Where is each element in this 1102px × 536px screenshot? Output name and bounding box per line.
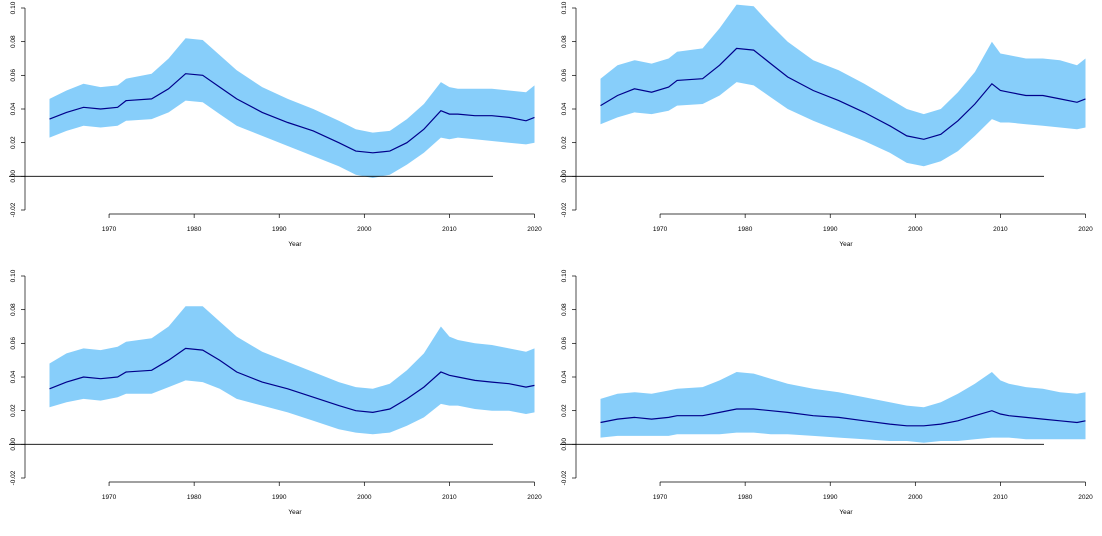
x-tick-label-2-3: 2000 — [908, 226, 923, 233]
chart-panel-4: -0.02 0.00 0.02 0.04 0.06 0.08 0.10 1970 1980 199… — [551, 268, 1102, 536]
x-tick-label-2-2: 1990 — [823, 226, 838, 233]
x-tick-label-1-4: 2010 — [442, 226, 457, 233]
y-tick-label-1-5: 0.08 — [10, 35, 17, 48]
x-axis-title-3: Year — [288, 509, 302, 516]
x-axis-title-2: Year — [839, 241, 853, 248]
y-tick-label-3-2: 0.02 — [10, 404, 17, 417]
x-tick-label-4-0: 1970 — [653, 494, 668, 501]
y-tick-label-4-6: 0.10 — [561, 269, 568, 282]
y-tick-label-1-3: 0.04 — [10, 102, 17, 115]
chart-panel-3: -0.02 0.00 0.02 0.04 0.06 0.08 0.10 1970 1980 199… — [0, 268, 551, 536]
x-axis-title-4: Year — [839, 509, 853, 516]
y-tick-label-1-4: 0.06 — [10, 69, 17, 82]
y-tick-label-2-2: 0.02 — [561, 136, 568, 149]
x-tick-label-4-5: 2020 — [1078, 494, 1093, 501]
x-tick-label-3-2: 1990 — [272, 494, 287, 501]
y-tick-label-4-1: 0.00 — [561, 438, 568, 451]
x-tick-label-3-0: 1970 — [102, 494, 117, 501]
x-tick-label-2-0: 1970 — [653, 226, 668, 233]
y-tick-label-2-6: 0.10 — [561, 1, 568, 14]
confidence-band-4 — [600, 372, 1086, 443]
y-tick-label-3-0: -0.02 — [10, 470, 17, 485]
estimate-line-2 — [600, 47, 1086, 140]
x-tick-label-1-3: 2000 — [357, 226, 372, 233]
y-tick-label-2-5: 0.08 — [561, 35, 568, 48]
y-tick-label-4-5: 0.08 — [561, 303, 568, 316]
confidence-band-1 — [49, 38, 535, 178]
y-tick-label-3-1: 0.00 — [10, 438, 17, 451]
chart-panel-2: -0.02 0.00 0.02 0.04 0.06 0.08 0.10 1970 1980 199… — [551, 0, 1102, 268]
x-tick-label-2-1: 1980 — [738, 226, 753, 233]
x-tick-label-2-4: 2010 — [993, 226, 1008, 233]
y-tick-label-2-0: -0.02 — [561, 202, 568, 217]
y-tick-label-1-6: 0.10 — [10, 1, 17, 14]
estimate-line-1 — [49, 73, 535, 154]
y-tick-label-4-3: 0.04 — [561, 370, 568, 383]
y-tick-label-4-0: -0.02 — [561, 470, 568, 485]
y-tick-label-3-6: 0.10 — [10, 269, 17, 282]
chart-4-svg: -0.02 0.00 0.02 0.04 0.06 0.08 0.10 1970 1980 199… — [560, 269, 1093, 516]
x-tick-label-3-4: 2010 — [442, 494, 457, 501]
y-tick-label-2-3: 0.04 — [561, 102, 568, 115]
y-tick-label-3-5: 0.08 — [10, 303, 17, 316]
x-tick-label-3-3: 2000 — [357, 494, 372, 501]
x-tick-label-1-2: 1990 — [272, 226, 287, 233]
y-tick-label-2-4: 0.06 — [561, 69, 568, 82]
confidence-band-2 — [600, 4, 1086, 167]
y-tick-label-1-2: 0.02 — [10, 136, 17, 149]
chart-2-svg: -0.02 0.00 0.02 0.04 0.06 0.08 0.10 1970 1980 199… — [560, 1, 1093, 248]
estimate-line-4 — [600, 408, 1086, 427]
x-tick-label-3-5: 2020 — [527, 494, 542, 501]
chart-3-svg: -0.02 0.00 0.02 0.04 0.06 0.08 0.10 1970 1980 199… — [9, 269, 542, 516]
y-tick-label-4-4: 0.06 — [561, 337, 568, 350]
y-tick-label-3-3: 0.04 — [10, 370, 17, 383]
y-tick-label-1-0: -0.02 — [10, 202, 17, 217]
chart-1-svg: -0.02 0.00 0.02 0.04 0.06 0.08 0.10 1970 1980 199… — [9, 1, 542, 248]
chart-panel-1: -0.02 0.00 0.02 0.04 0.06 0.08 0.10 1970 1980 199… — [0, 0, 551, 268]
y-tick-label-2-1: 0.00 — [561, 170, 568, 183]
y-tick-label-4-2: 0.02 — [561, 404, 568, 417]
x-axis-title-1: Year — [288, 241, 302, 248]
x-tick-label-1-5: 2020 — [527, 226, 542, 233]
x-tick-label-2-5: 2020 — [1078, 226, 1093, 233]
x-tick-label-4-2: 1990 — [823, 494, 838, 501]
x-tick-label-1-0: 1970 — [102, 226, 117, 233]
x-tick-label-4-3: 2000 — [908, 494, 923, 501]
estimate-line-3 — [49, 347, 535, 414]
x-tick-label-4-1: 1980 — [738, 494, 753, 501]
x-tick-label-3-1: 1980 — [187, 494, 202, 501]
y-tick-label-3-4: 0.06 — [10, 337, 17, 350]
confidence-band-3 — [49, 306, 535, 435]
x-tick-label-4-4: 2010 — [993, 494, 1008, 501]
y-tick-label-1-1: 0.00 — [10, 170, 17, 183]
x-tick-label-1-1: 1980 — [187, 226, 202, 233]
